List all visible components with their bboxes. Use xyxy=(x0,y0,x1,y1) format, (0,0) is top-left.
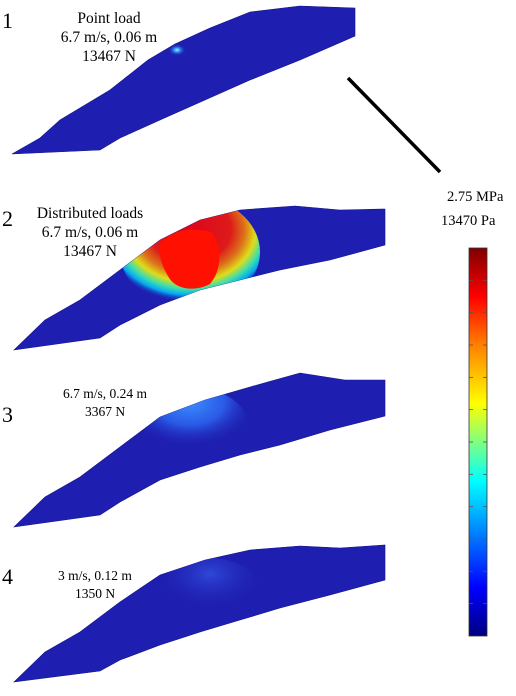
panel-3-caption-line-2: 3367 N xyxy=(84,404,126,419)
panel-2-caption: Distributed loads 6.7 m/s, 0.06 m 13467 … xyxy=(5,204,175,261)
panel-1-number: 1 xyxy=(2,8,13,33)
colorbar-min-label: 13470 Pa xyxy=(441,213,496,229)
panel-1-caption: Point load 6.7 m/s, 0.06 m 13467 N xyxy=(34,9,184,66)
panel-3-caption-line-1: 6.7 m/s, 0.24 m xyxy=(62,386,147,401)
panel-2-caption-line-3: 13467 N xyxy=(63,243,117,260)
panel-2-caption-line-1: Distributed loads xyxy=(36,205,144,222)
colorbar-max-label: 2.75 MPa xyxy=(447,189,504,205)
colorbar xyxy=(468,247,488,637)
panel-1-caption-line-3: 13467 N xyxy=(82,48,136,65)
panel-2-stress-core xyxy=(159,229,220,289)
panel-3-caption: 6.7 m/s, 0.24 m 3367 N xyxy=(35,385,175,421)
panel-1-mesh xyxy=(11,5,356,155)
panel-4-caption: 3 m/s, 0.12 m 1350 N xyxy=(35,567,155,603)
panel-1-stress-spot xyxy=(168,44,186,56)
panel-4-caption-line-1: 3 m/s, 0.12 m xyxy=(58,568,132,583)
panel-4-mesh xyxy=(13,544,386,683)
panel-2-caption-line-2: 6.7 m/s, 0.06 m xyxy=(41,224,139,241)
panel-4-caption-line-2: 1350 N xyxy=(74,586,116,601)
panel-4-stress-spot xyxy=(160,558,260,622)
panel-1-caption-line-1: Point load xyxy=(77,10,141,27)
panel-1-body xyxy=(11,5,356,155)
panel-3-number: 3 xyxy=(2,402,13,427)
colorbar-ticks xyxy=(469,279,487,605)
panel-2-number: 2 xyxy=(2,206,13,231)
pointer-line xyxy=(346,76,442,174)
panel-4-number: 4 xyxy=(2,564,13,589)
panel-1-caption-line-2: 6.7 m/s, 0.06 m xyxy=(60,29,158,46)
